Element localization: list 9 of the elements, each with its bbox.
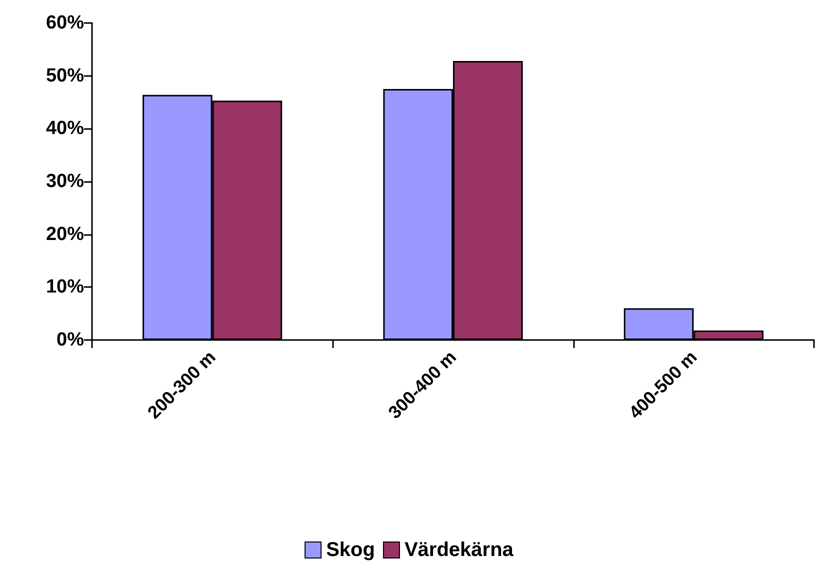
y-tick-label: 0% [56, 330, 84, 350]
legend-label: Skog [326, 539, 375, 561]
y-tick-label: 40% [46, 118, 84, 140]
y-tick-label: 60% [46, 12, 84, 34]
y-tick-label: 50% [46, 65, 84, 86]
y-tick-label: 30% [46, 171, 84, 192]
y-tick-label: 20% [46, 224, 84, 245]
legend-label: Värdekärna [404, 539, 514, 561]
y-tick-label: 10% [46, 276, 84, 298]
